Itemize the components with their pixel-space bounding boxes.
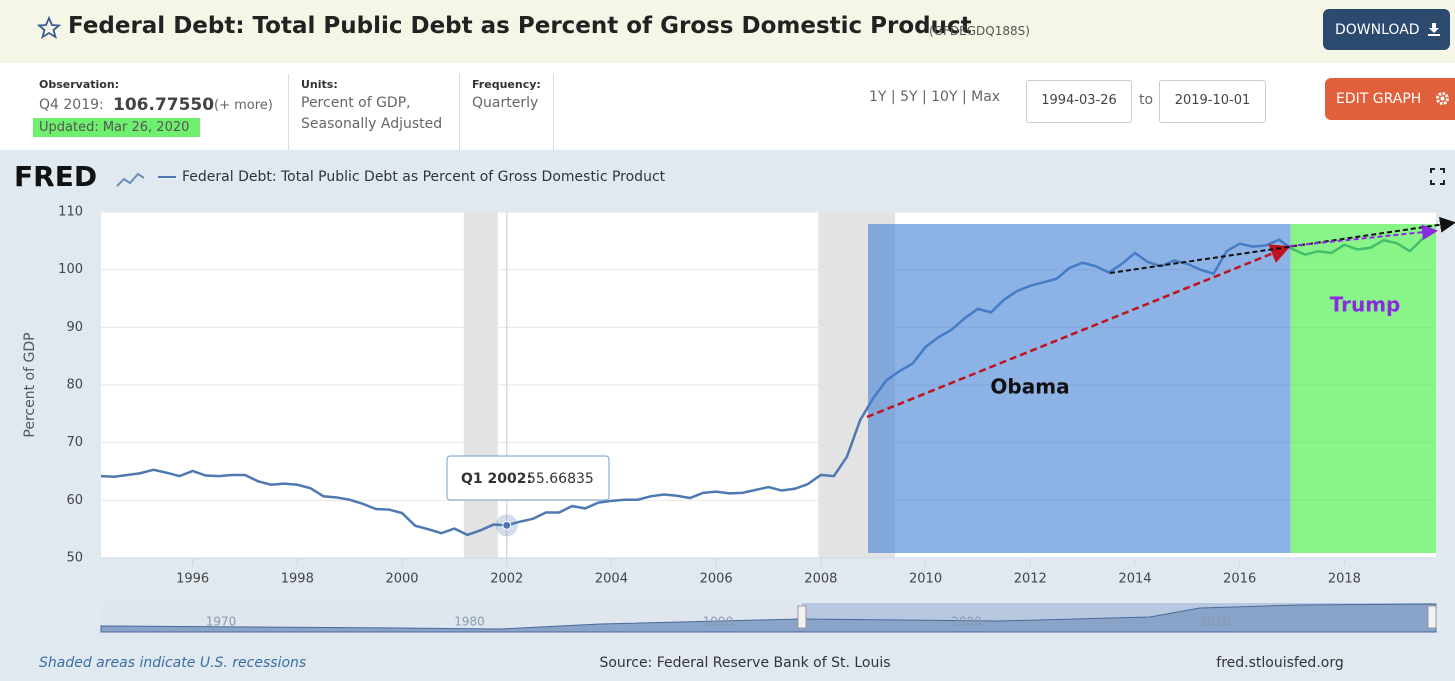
chart: FRED Federal Debt: Total Public Debt as … bbox=[14, 160, 1455, 671]
star-icon[interactable] bbox=[37, 16, 61, 40]
x-tick-label: 2010 bbox=[909, 572, 942, 587]
navigator-tick-label: 1970 bbox=[206, 615, 237, 629]
trend-arrow bbox=[1289, 224, 1438, 247]
fred-logo: FRED bbox=[14, 160, 97, 193]
start-date[interactable]: 1994-03-26 bbox=[1026, 80, 1132, 123]
units: Percent of GDP, bbox=[301, 95, 411, 111]
separator bbox=[288, 74, 289, 150]
region-label: Trump bbox=[1330, 293, 1401, 317]
y-tick-label: 50 bbox=[66, 551, 83, 566]
region-label: Obama bbox=[990, 375, 1069, 399]
x-tick-label: 2000 bbox=[385, 572, 418, 587]
logo-icon bbox=[116, 172, 145, 187]
trend-arrow bbox=[1109, 216, 1455, 274]
units: Seasonally Adjusted bbox=[301, 116, 443, 132]
to-label: to bbox=[1139, 92, 1154, 108]
more-link[interactable]: (+ more) bbox=[214, 98, 273, 113]
navigator-handle[interactable] bbox=[1427, 605, 1437, 629]
y-tick-label: 100 bbox=[58, 262, 83, 277]
navigator-tick-label: 1990 bbox=[703, 615, 734, 629]
legend-label: Federal Debt: Total Public Debt as Perce… bbox=[182, 169, 666, 185]
x-tick-label: 1998 bbox=[281, 572, 314, 587]
x-tick-label: 1996 bbox=[176, 572, 209, 587]
y-tick-label: 90 bbox=[66, 320, 83, 335]
navigator-tick-label: 1980 bbox=[454, 615, 485, 629]
x-tick-label: 2002 bbox=[490, 572, 523, 587]
x-tick-label: 2006 bbox=[700, 572, 733, 587]
navigator-handle[interactable] bbox=[797, 605, 807, 629]
x-tick-label: 2016 bbox=[1223, 572, 1256, 587]
source: Source: Federal Reserve Bank of St. Loui… bbox=[599, 655, 890, 671]
x-tick-label: 2004 bbox=[595, 572, 628, 587]
navigator-area bbox=[100, 603, 1437, 633]
title-bar: Federal Debt: Total Public Debt as Perce… bbox=[0, 0, 1455, 63]
y-axis-label: Percent of GDP bbox=[22, 332, 38, 437]
fullscreen-icon[interactable] bbox=[1430, 168, 1445, 185]
tooltip-label: Q1 2002: bbox=[461, 471, 532, 487]
title: Federal Debt: Total Public Debt as Perce… bbox=[68, 13, 972, 39]
gear-icon bbox=[1436, 92, 1449, 105]
updated: Updated: Mar 26, 2020 bbox=[33, 118, 200, 137]
tooltip-value: 55.66835 bbox=[527, 471, 594, 487]
region bbox=[867, 224, 1291, 553]
end-date[interactable]: 2019-10-01 bbox=[1159, 80, 1266, 123]
separator bbox=[459, 74, 460, 150]
units-label: Units: bbox=[301, 78, 338, 91]
observation-value: 106.77550 bbox=[113, 95, 215, 115]
observation-period: Q4 2019: bbox=[39, 97, 104, 113]
navigator-tick-label: 2000 bbox=[951, 615, 982, 629]
y-tick-label: 110 bbox=[58, 205, 83, 220]
x-tick-label: 2008 bbox=[804, 572, 837, 587]
y-tick-label: 70 bbox=[66, 435, 83, 450]
x-tick-label: 2018 bbox=[1328, 572, 1361, 587]
tooltip: Q1 2002: 55.66835 bbox=[446, 455, 610, 501]
download-icon bbox=[1428, 23, 1440, 36]
edit-graph-label: EDIT GRAPH bbox=[1336, 91, 1422, 107]
x-tick-label: 2014 bbox=[1118, 572, 1151, 587]
range-buttons[interactable]: 1Y | 5Y | 10Y | Max bbox=[869, 89, 1001, 105]
frequency: Quarterly bbox=[472, 95, 539, 111]
download-label: DOWNLOAD bbox=[1335, 22, 1420, 38]
download-button[interactable]: DOWNLOAD bbox=[1323, 9, 1450, 50]
hover-point bbox=[502, 520, 512, 530]
site[interactable]: fred.stlouisfed.org bbox=[1216, 655, 1343, 671]
separator bbox=[553, 74, 554, 150]
frequency-label: Frequency: bbox=[472, 78, 541, 91]
edit-graph-button[interactable]: EDIT GRAPH bbox=[1325, 78, 1455, 120]
region bbox=[1290, 224, 1436, 553]
recession-note: Shaded areas indicate U.S. recessions bbox=[39, 655, 306, 671]
y-tick-label: 80 bbox=[66, 378, 83, 393]
x-tick-label: 2012 bbox=[1014, 572, 1047, 587]
observation-label: Observation: bbox=[39, 78, 120, 91]
y-tick-label: 60 bbox=[66, 493, 83, 508]
series-id: (GFDEGDQ188S) bbox=[929, 24, 1030, 38]
tooltip-box bbox=[446, 455, 610, 501]
navigator-tick-label: 2010 bbox=[1200, 615, 1231, 629]
trend-arrow bbox=[866, 244, 1291, 419]
